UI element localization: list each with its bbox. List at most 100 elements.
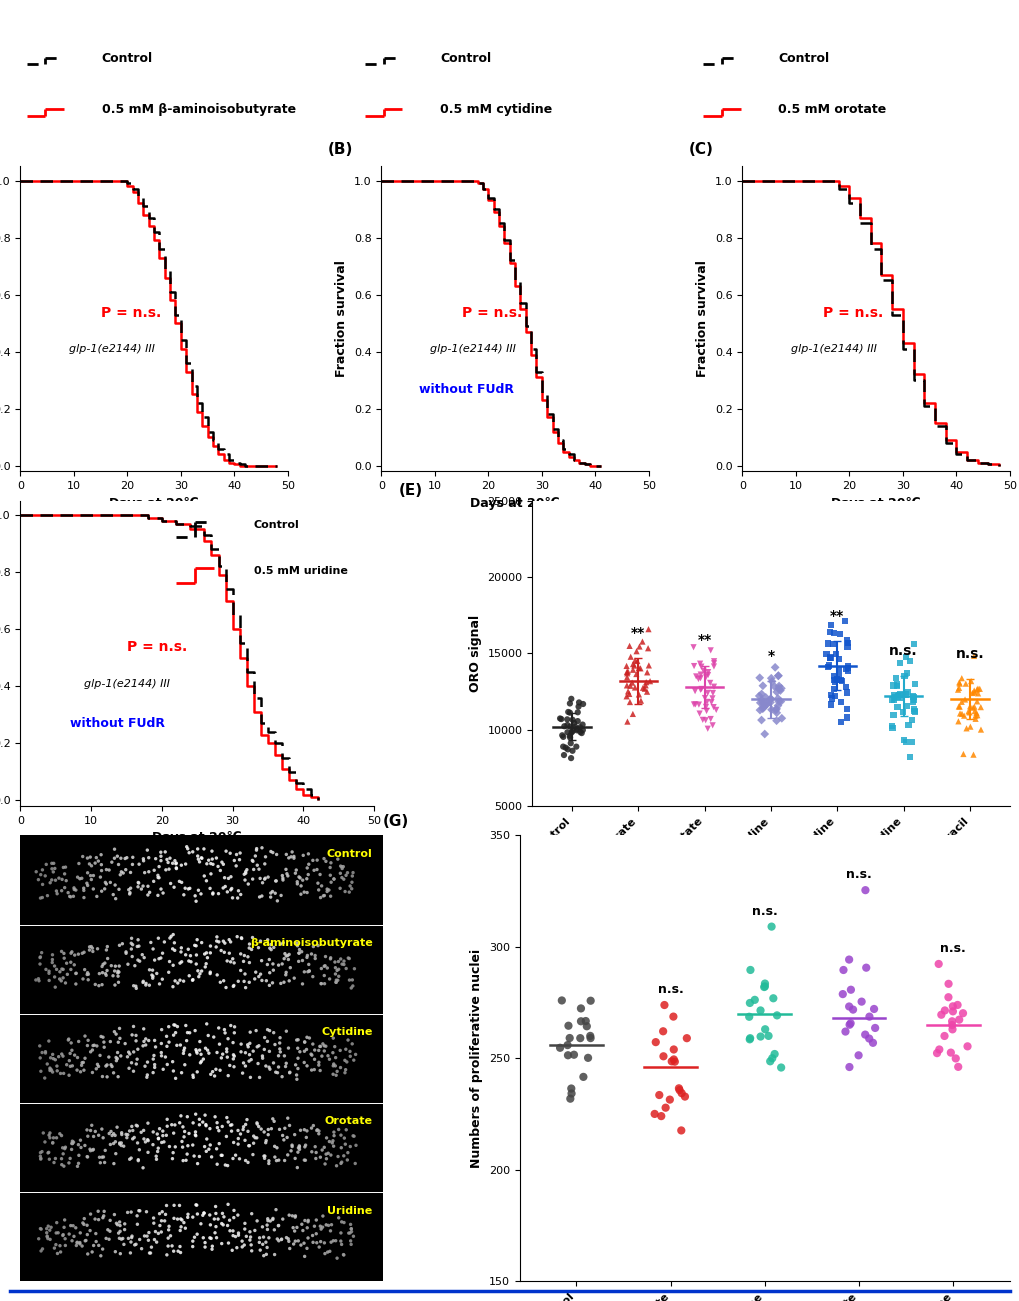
Point bbox=[123, 1024, 140, 1045]
Point bbox=[765, 1043, 782, 1064]
Point bbox=[237, 861, 254, 882]
Point bbox=[343, 1033, 360, 1054]
Point bbox=[968, 705, 984, 726]
Point bbox=[328, 969, 344, 990]
Point bbox=[166, 877, 182, 898]
Point bbox=[40, 1215, 56, 1236]
Point bbox=[892, 683, 908, 704]
Point bbox=[251, 967, 267, 987]
Point bbox=[189, 1224, 205, 1245]
Point bbox=[129, 1115, 146, 1136]
Point bbox=[281, 971, 298, 991]
Point bbox=[582, 1028, 598, 1049]
Point bbox=[46, 853, 62, 874]
Point bbox=[140, 876, 156, 896]
Point bbox=[160, 1236, 176, 1257]
Point bbox=[320, 1045, 336, 1066]
Point bbox=[54, 1043, 70, 1064]
Point bbox=[232, 1124, 249, 1145]
Point bbox=[329, 1062, 345, 1082]
Point bbox=[236, 964, 253, 985]
Point bbox=[288, 872, 305, 892]
Point bbox=[190, 848, 206, 869]
Point bbox=[275, 1129, 291, 1150]
Point bbox=[273, 1229, 289, 1250]
Point bbox=[115, 1233, 131, 1254]
Point bbox=[118, 943, 135, 964]
Point bbox=[964, 697, 980, 718]
Point bbox=[692, 664, 708, 684]
Point bbox=[123, 938, 140, 959]
Point bbox=[264, 1108, 280, 1129]
Point bbox=[762, 688, 779, 709]
Point bbox=[94, 881, 110, 902]
Point bbox=[103, 955, 119, 976]
Point bbox=[655, 995, 672, 1016]
Point bbox=[220, 1232, 236, 1253]
Point bbox=[63, 1133, 79, 1154]
Point bbox=[37, 865, 53, 886]
Text: Control: Control bbox=[102, 52, 153, 65]
Point bbox=[562, 688, 579, 709]
Text: (E): (E) bbox=[398, 483, 422, 498]
Point bbox=[42, 1058, 58, 1079]
Point bbox=[147, 1222, 163, 1242]
Point bbox=[322, 857, 338, 878]
Point bbox=[197, 1232, 213, 1253]
Point bbox=[244, 1203, 260, 1224]
Point bbox=[340, 1223, 357, 1244]
Point bbox=[45, 1049, 61, 1069]
Point bbox=[42, 1060, 58, 1081]
Point bbox=[217, 876, 233, 896]
Point bbox=[109, 963, 125, 984]
Point bbox=[772, 691, 789, 712]
Point bbox=[137, 863, 153, 883]
Point bbox=[249, 1128, 265, 1149]
Point bbox=[184, 969, 201, 990]
Point bbox=[61, 1153, 77, 1174]
Point bbox=[118, 1124, 135, 1145]
Point bbox=[966, 701, 982, 722]
Text: Control: Control bbox=[439, 52, 490, 65]
Point bbox=[72, 1223, 89, 1244]
Point bbox=[303, 1118, 319, 1138]
Point bbox=[235, 1235, 252, 1255]
Point bbox=[290, 1136, 307, 1157]
Point bbox=[113, 1123, 129, 1144]
Point bbox=[89, 886, 105, 907]
Point bbox=[35, 860, 51, 881]
Point bbox=[235, 864, 252, 885]
Point bbox=[211, 1034, 227, 1055]
Point bbox=[580, 1047, 596, 1068]
Point bbox=[903, 709, 919, 730]
Text: **: ** bbox=[829, 609, 844, 623]
Point bbox=[259, 1030, 275, 1051]
Point bbox=[342, 1231, 359, 1252]
Point bbox=[306, 860, 322, 881]
Point bbox=[333, 856, 350, 877]
Point bbox=[761, 1051, 777, 1072]
Point bbox=[57, 857, 73, 878]
Point bbox=[255, 1233, 271, 1254]
Point bbox=[41, 1125, 57, 1146]
Point bbox=[276, 1118, 292, 1138]
Point bbox=[624, 673, 640, 693]
Point bbox=[741, 1029, 757, 1050]
Point bbox=[149, 1232, 165, 1253]
Point bbox=[261, 1056, 277, 1077]
Text: 0.5 mM β-aminoisobutyrate: 0.5 mM β-aminoisobutyrate bbox=[102, 103, 296, 116]
Point bbox=[687, 693, 703, 714]
Point bbox=[195, 1227, 211, 1248]
Point bbox=[224, 1032, 240, 1053]
Point bbox=[62, 886, 78, 907]
Point bbox=[699, 718, 715, 739]
Point bbox=[33, 1218, 49, 1239]
Point bbox=[335, 1145, 352, 1166]
Point bbox=[206, 1026, 222, 1047]
Point bbox=[49, 1055, 65, 1076]
Point bbox=[762, 916, 779, 937]
Point bbox=[958, 718, 974, 739]
Text: Control: Control bbox=[326, 848, 372, 859]
Point bbox=[189, 1042, 205, 1063]
Point bbox=[317, 946, 333, 967]
